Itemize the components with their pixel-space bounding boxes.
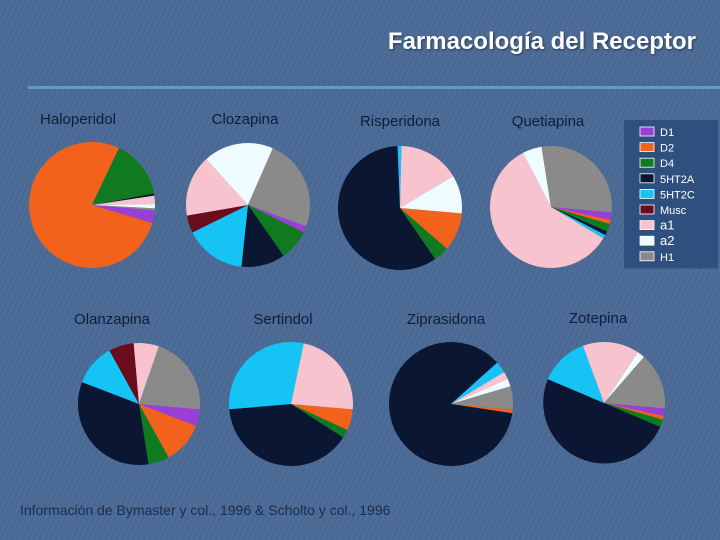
slice-clozapina-a2 [206,143,273,205]
legend-label-a2: a2 [660,233,674,248]
slice-haloperidol-d2 [29,141,153,268]
slice-haloperidol-h1 [92,205,155,211]
slice-quetiapina-a2 [522,146,551,207]
legend-swatch-a2 [639,235,655,246]
pie-label-haloperidol: Haloperidol [40,111,116,128]
pie-label-sertindol: Sertindol [253,311,312,328]
title-underline [28,86,720,89]
legend-label-5ht2c: 5HT2C [660,189,695,201]
slice-clozapina-5ht2a [241,205,284,268]
slice-ziprasidona-5ht2c [451,362,505,404]
slice-ziprasidona-a2 [451,378,511,404]
slice-clozapina-5ht2c [192,205,248,267]
legend-swatch-5ht2c [639,188,655,199]
slice-quetiapina-a1 [490,152,604,269]
legend-swatch-d4 [639,157,655,168]
slice-haloperidol-5ht2a [92,193,155,205]
pie-label-ziprasidona: Ziprasidona [407,311,486,328]
slice-clozapina-musc [186,205,248,233]
slice-zotepina-d4 [604,403,663,427]
slice-clozapina-h1 [248,148,310,227]
legend-swatch-d1 [639,126,655,137]
slice-risperidona-d4 [400,208,447,260]
slice-zotepina-d2 [604,403,664,420]
legend-swatch-d2 [639,142,655,153]
slice-quetiapina-d1 [551,207,612,221]
slice-clozapina-a1 [186,159,248,216]
slice-zotepina-d1 [604,403,665,416]
legend-label-h1: H1 [660,252,674,264]
pie-haloperidol: Haloperidol [29,111,155,268]
slice-haloperidol-a1 [92,195,155,205]
slice-olanzapina-h1 [139,346,201,410]
slice-sertindol-5ht2a [229,404,344,466]
slice-haloperidol-d4 [92,148,154,205]
slice-haloperidol-a2 [92,204,155,209]
pie-sertindol: Sertindol [229,311,353,466]
pie-label-quetiapina: Quetiapina [512,113,585,130]
slice-zotepina-a2 [604,352,645,403]
pie-group: Haloperidol Clozapina Risperidona Quetiapin… [29,111,666,466]
slice-risperidona-d2 [400,208,462,249]
slice-zotepina-h1 [604,356,666,409]
slice-ziprasidona-h1 [451,386,513,410]
source-note: Información de Bymaster y col., 1996 & S… [20,502,391,518]
slice-olanzapina-d1 [139,404,200,426]
slice-zotepina-5ht2a [543,379,661,464]
slice-olanzapina-musc [109,343,139,404]
pie-zotepina: Zotepina [543,310,666,464]
legend-swatch-a1 [639,220,655,231]
slice-clozapina-d4 [248,205,304,256]
slice-risperidona-a1 [400,146,454,208]
slice-olanzapina-5ht2c [82,350,139,404]
pie-risperidona: Risperidona [337,113,462,271]
pie-clozapina: Clozapina [186,111,310,268]
legend-label-5ht2a: 5HT2A [660,174,695,186]
slice-quetiapina-d2 [551,207,611,224]
legend-swatch-5ht2a [639,173,655,184]
legend-swatch-h1 [639,251,655,262]
pie-label-zotepina: Zotepina [569,310,628,327]
slice-ziprasidona-a1 [451,372,508,404]
legend-label-a1: a1 [660,218,674,233]
pie-quetiapina: Quetiapina [490,113,613,269]
pie-label-clozapina: Clozapina [212,111,279,128]
slice-ziprasidona-d2 [451,404,513,414]
slice-quetiapina-5ht2a [551,207,607,235]
slice-haloperidol-d1 [92,205,155,224]
slide-title: Farmacología del Receptor [387,28,696,55]
pie-label-olanzapina: Olanzapina [74,311,151,328]
pie-olanzapina: Olanzapina [74,311,201,466]
slice-risperidona-5ht2c [397,146,402,208]
legend-label-musc: Musc [660,205,687,217]
slice-sertindol-5ht2c [229,342,304,410]
slice-zotepina-5ht2c [547,345,604,403]
slice-olanzapina-d2 [139,404,196,458]
slice-sertindol-d2 [291,404,353,430]
slice-sertindol-a1 [291,343,353,410]
legend-swatch-musc [639,204,655,215]
slice-zotepina-a1 [582,342,638,403]
slice-olanzapina-d4 [139,404,169,465]
slice-quetiapina-5ht2c [551,207,606,239]
slice-ziprasidona-5ht2a [388,341,513,466]
pie-ziprasidona: Ziprasidona [388,311,513,466]
slice-olanzapina-5ht2a [77,382,149,466]
slice-risperidona-5ht2a [337,146,436,271]
legend-label-d1: D1 [660,127,674,139]
slice-clozapina-d1 [248,205,307,233]
slice-quetiapina-d4 [551,207,610,232]
legend-label-d2: D2 [660,143,674,155]
legend-label-d4: D4 [660,158,674,170]
slice-sertindol-d4 [291,404,348,438]
slice-quetiapina-h1 [541,146,613,213]
pie-label-risperidona: Risperidona [360,113,441,130]
slice-olanzapina-a1 [133,342,159,404]
slice-risperidona-a2 [400,176,462,214]
